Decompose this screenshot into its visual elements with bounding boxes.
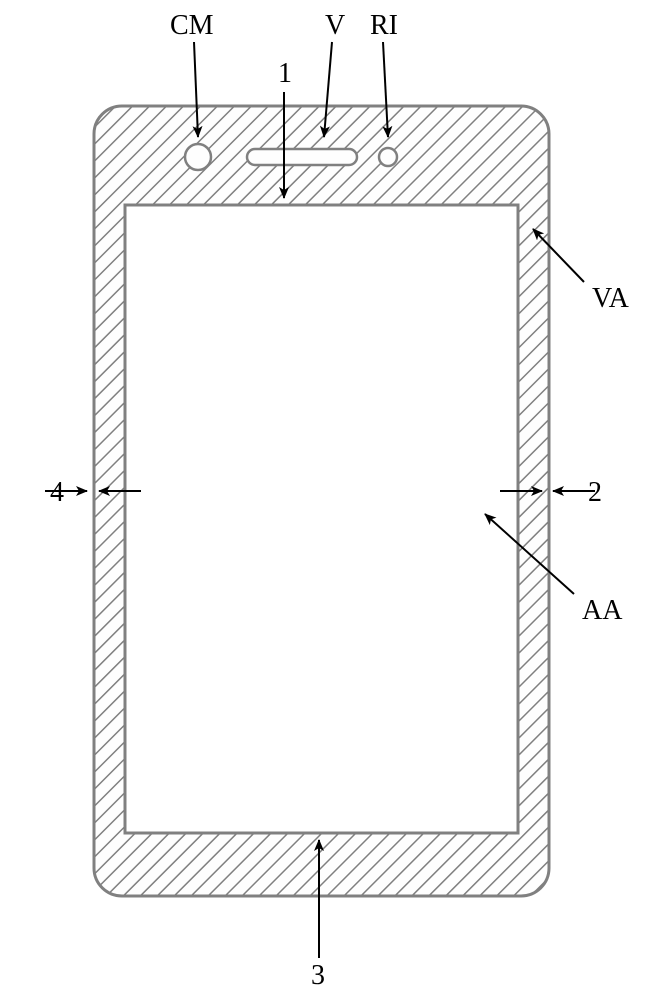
speaker-cutout — [247, 149, 357, 165]
screen-area — [125, 205, 518, 833]
label-va: VA — [592, 283, 629, 315]
sensor-cutout — [379, 148, 397, 166]
label-4: 4 — [50, 477, 64, 509]
label-ri: RI — [370, 10, 398, 42]
diagram-svg — [0, 0, 671, 1000]
label-v: V — [325, 10, 345, 42]
label-cm: CM — [170, 10, 214, 42]
label-2: 2 — [588, 477, 602, 509]
camera-cutout — [185, 144, 211, 170]
label-3: 3 — [311, 960, 325, 992]
label-aa: AA — [582, 595, 622, 627]
label-1: 1 — [278, 58, 292, 90]
